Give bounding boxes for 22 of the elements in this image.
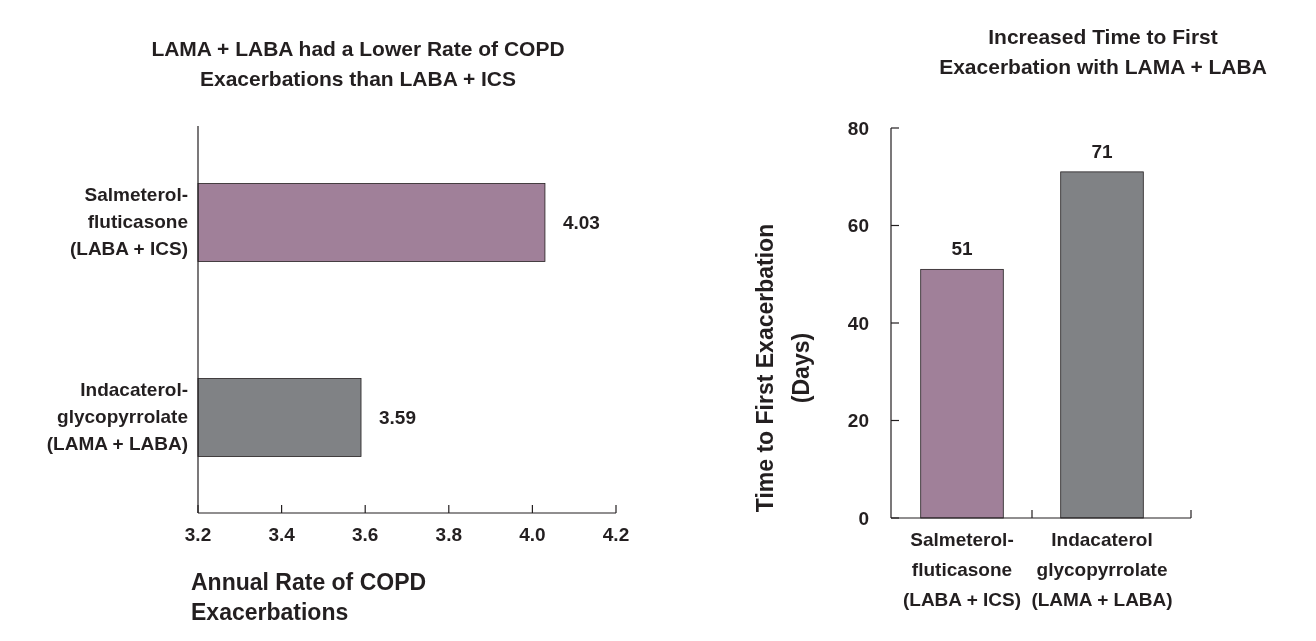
y-axis-title: Time to First Exacerbation (Days) xyxy=(752,223,814,513)
x-tick-label: 3.2 xyxy=(184,524,212,545)
y-tick-label: 40 xyxy=(847,312,869,334)
chart-title: Increased Time to First Exacerbation with LAMA + LABA xyxy=(939,25,1267,78)
y-tick-label: 0 xyxy=(858,507,869,529)
x-axis-title: Annual Rate of COPD Exacerbations xyxy=(191,569,427,625)
x-tick-label: Indacaterol glycopyrrolate (LAMA + LABA) xyxy=(1031,529,1173,610)
data-label: 71 xyxy=(1091,140,1113,162)
x-tick-label: 4.0 xyxy=(519,524,546,545)
data-label: 4.03 xyxy=(562,212,600,234)
x-tick-label: 3.6 xyxy=(351,524,379,545)
data-label: 3.59 xyxy=(379,407,416,429)
y-tick-label: 60 xyxy=(847,215,869,237)
x-tick-label: Salmeterol- fluticasone (LABA + ICS) xyxy=(902,529,1022,610)
data-label: 51 xyxy=(951,238,973,260)
y-tick-label: Indacaterol- glycopyrrolate (LAMA + LABA) xyxy=(46,378,188,454)
x-tick-label: 3.8 xyxy=(435,524,463,545)
x-tick-label: 4.2 xyxy=(602,524,630,545)
x-tick-label: 3.4 xyxy=(268,524,296,545)
y-tick-label: 80 xyxy=(847,117,869,139)
chart-title: LAMA + LABA had a Lower Rate of COPD Exacerbations than LABA + ICS xyxy=(151,37,565,90)
y-tick-label: 20 xyxy=(847,410,869,432)
